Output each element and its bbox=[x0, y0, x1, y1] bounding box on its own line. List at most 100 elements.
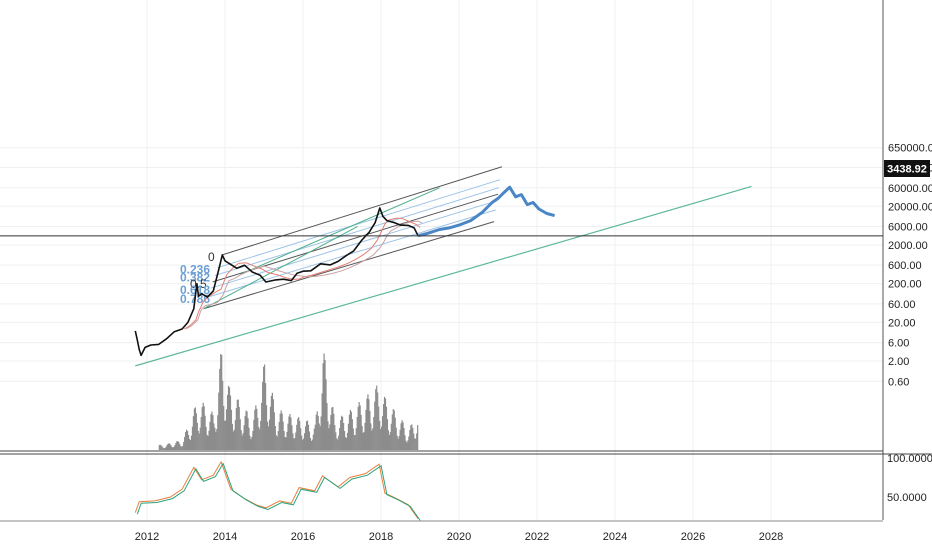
volume-bar bbox=[318, 423, 320, 450]
volume-bar bbox=[360, 414, 362, 450]
volume-bar bbox=[276, 436, 278, 450]
volume-bar bbox=[257, 417, 259, 450]
volume-bar bbox=[293, 438, 295, 450]
volume-bar bbox=[315, 414, 317, 450]
volume-bar bbox=[365, 409, 367, 450]
volume-bar bbox=[299, 420, 301, 450]
volume-bar bbox=[256, 408, 258, 450]
volume-bar bbox=[300, 428, 302, 450]
volume-bar bbox=[324, 359, 326, 450]
volume-bar bbox=[336, 438, 338, 450]
volume-bar bbox=[291, 425, 293, 450]
volume-bar bbox=[353, 435, 355, 450]
fib-level-label: 0.236 bbox=[180, 263, 210, 277]
volume-bar bbox=[213, 423, 215, 450]
volume-bar bbox=[295, 432, 297, 450]
volume-bar bbox=[177, 441, 179, 450]
volume-bar bbox=[337, 439, 339, 450]
rsi-tick-label: 50.0000 bbox=[887, 492, 927, 504]
volume-bar bbox=[241, 435, 243, 450]
volume-bar bbox=[163, 448, 165, 450]
volume-bar bbox=[327, 421, 329, 450]
volume-bar bbox=[279, 413, 281, 450]
volume-bar bbox=[287, 423, 289, 450]
volume-bar bbox=[219, 368, 221, 450]
volume-bar bbox=[410, 425, 412, 450]
volume-bar bbox=[306, 420, 309, 450]
volume-bar bbox=[271, 392, 273, 450]
x-tick-label: 2018 bbox=[369, 531, 393, 543]
rsi-panel bbox=[134, 460, 421, 521]
x-tick-label: 2020 bbox=[447, 531, 471, 543]
volume-bar bbox=[259, 429, 261, 450]
volume-bar bbox=[226, 394, 229, 450]
volume-bar bbox=[370, 423, 372, 450]
volume-bar bbox=[382, 404, 385, 450]
volume-bar bbox=[303, 433, 306, 450]
volume-bar bbox=[222, 380, 224, 450]
volume-bar bbox=[392, 409, 394, 450]
volume-bar bbox=[350, 411, 352, 450]
volume-bar bbox=[374, 401, 376, 450]
volume-bar bbox=[393, 410, 395, 450]
volume-bar bbox=[303, 438, 305, 450]
rsi-tick-label: 100.0000 bbox=[887, 453, 932, 465]
volume-bar bbox=[205, 426, 207, 450]
x-tick-label: 2012 bbox=[135, 531, 159, 543]
volume-bar bbox=[239, 419, 241, 450]
volume-bar bbox=[236, 399, 238, 450]
volume-bar bbox=[231, 423, 234, 450]
fib-level-label: 0.382 bbox=[180, 271, 210, 285]
volume-bar bbox=[214, 427, 216, 450]
volume-bar bbox=[317, 415, 319, 450]
fib-channel-line bbox=[207, 209, 496, 298]
volume-bar bbox=[351, 419, 353, 450]
volume-bar bbox=[246, 411, 248, 450]
volume-bar bbox=[330, 415, 332, 450]
volume-bar bbox=[210, 414, 212, 450]
volume-bar bbox=[212, 415, 214, 450]
volume-bar bbox=[216, 428, 218, 450]
volume-bar bbox=[168, 443, 170, 450]
volume-bar bbox=[280, 410, 282, 450]
trend-line bbox=[240, 187, 440, 275]
volume-bar bbox=[190, 435, 193, 450]
volume-bar bbox=[194, 407, 196, 450]
volume-bar bbox=[233, 429, 235, 450]
volume-bar bbox=[225, 409, 228, 450]
volume-bar bbox=[262, 381, 264, 450]
volume-bar bbox=[371, 430, 373, 450]
volume-bar bbox=[232, 431, 234, 450]
volume-bar bbox=[164, 447, 166, 450]
volume-bar bbox=[220, 354, 222, 450]
fib-channel-line bbox=[217, 179, 501, 269]
volume-bar bbox=[284, 437, 286, 450]
volume-bar bbox=[369, 410, 371, 450]
volume-bar bbox=[372, 428, 374, 450]
volume-bar bbox=[282, 421, 284, 450]
volume-bar bbox=[185, 431, 187, 450]
volume-bar bbox=[339, 427, 341, 450]
volume-bar bbox=[347, 423, 350, 450]
volume-bar bbox=[198, 433, 200, 450]
volume-bar bbox=[195, 413, 197, 450]
volume-bar bbox=[175, 442, 177, 450]
last-price-box bbox=[884, 160, 930, 177]
volume-bar bbox=[361, 425, 363, 450]
volume-bar bbox=[250, 439, 252, 450]
volume-bar bbox=[265, 405, 268, 450]
volume-bar bbox=[204, 415, 206, 450]
volume-bar bbox=[162, 447, 164, 450]
volume-bar bbox=[400, 423, 402, 450]
volume-bar bbox=[385, 406, 388, 450]
volume-bar bbox=[188, 439, 191, 450]
volume-bar bbox=[242, 433, 244, 450]
volume-bar bbox=[384, 398, 387, 450]
moving-average-line bbox=[183, 217, 421, 330]
volume-bar bbox=[184, 436, 186, 450]
volume-bar bbox=[331, 407, 333, 450]
volume-bar bbox=[290, 417, 292, 450]
volume-bar bbox=[404, 435, 406, 450]
